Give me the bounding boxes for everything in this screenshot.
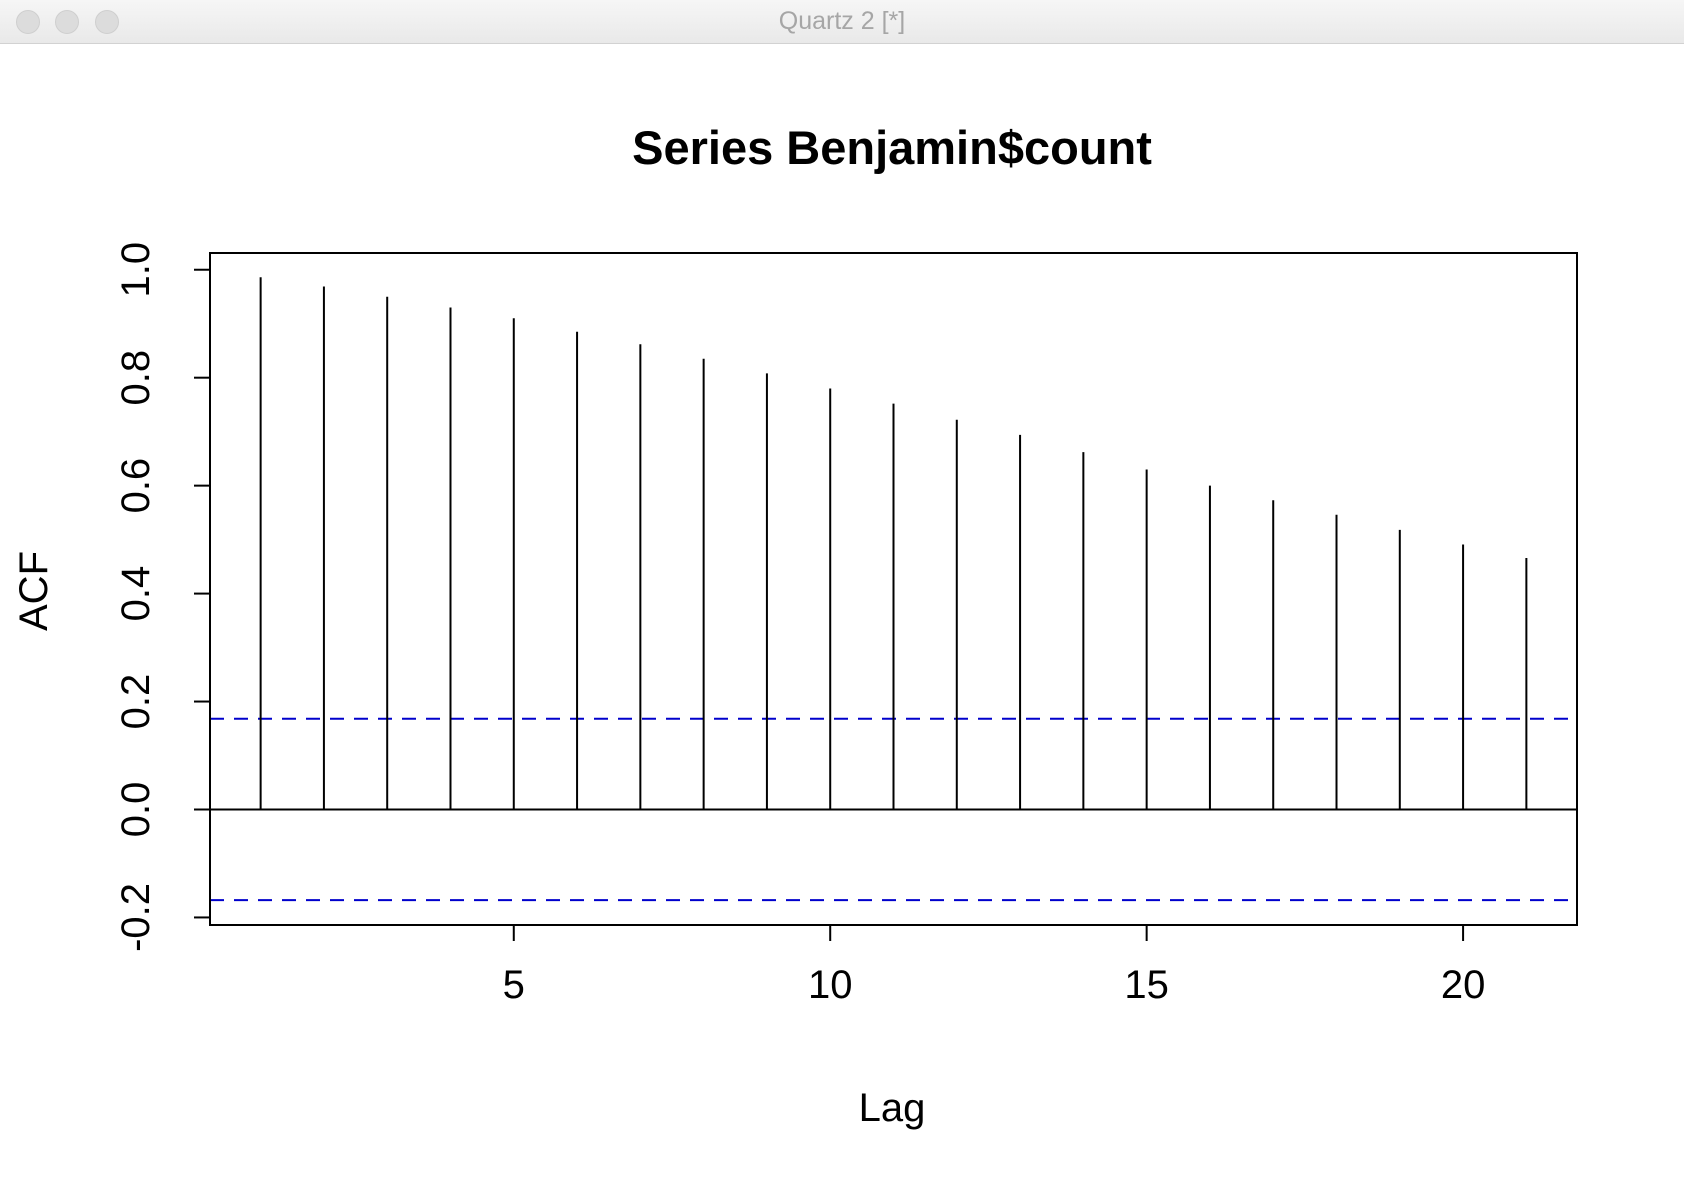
plot-area: Series Benjamin$count Lag ACF 5 10 15 20 -0.… (0, 44, 1684, 1186)
zoom-button[interactable] (95, 10, 119, 34)
y-tick-label: 0.0 (114, 782, 158, 838)
axes-layer: 5 10 15 20 -0.2 0.0 0.2 0.4 0.6 0.8 1.0 (114, 242, 1485, 1007)
x-tick-label: 15 (1124, 963, 1169, 1007)
minimize-button[interactable] (55, 10, 79, 34)
close-button[interactable] (16, 10, 40, 34)
y-tick-label: 0.2 (114, 674, 158, 730)
plot-box (209, 252, 1578, 926)
x-tick-label: 5 (503, 963, 525, 1007)
acf-chart: Series Benjamin$count Lag ACF 5 10 15 20 -0.… (12, 121, 1578, 1130)
y-tick-label: 0.8 (114, 350, 158, 406)
y-tick-label: 0.4 (114, 566, 158, 622)
window-title: Quartz 2 [*] (778, 7, 906, 35)
y-tick-label: -0.2 (114, 883, 158, 952)
y-axis-label: ACF (12, 551, 56, 631)
title-bar[interactable]: Quartz 2 [*] (0, 0, 1684, 44)
y-tick-label: 0.6 (114, 458, 158, 514)
acf-stems-layer (259, 277, 1528, 810)
chart-title: Series Benjamin$count (632, 121, 1152, 174)
x-tick-label: 10 (808, 963, 853, 1007)
x-tick-label: 20 (1441, 963, 1486, 1007)
x-axis-label: Lag (859, 1086, 926, 1130)
y-tick-label: 1.0 (114, 242, 158, 298)
